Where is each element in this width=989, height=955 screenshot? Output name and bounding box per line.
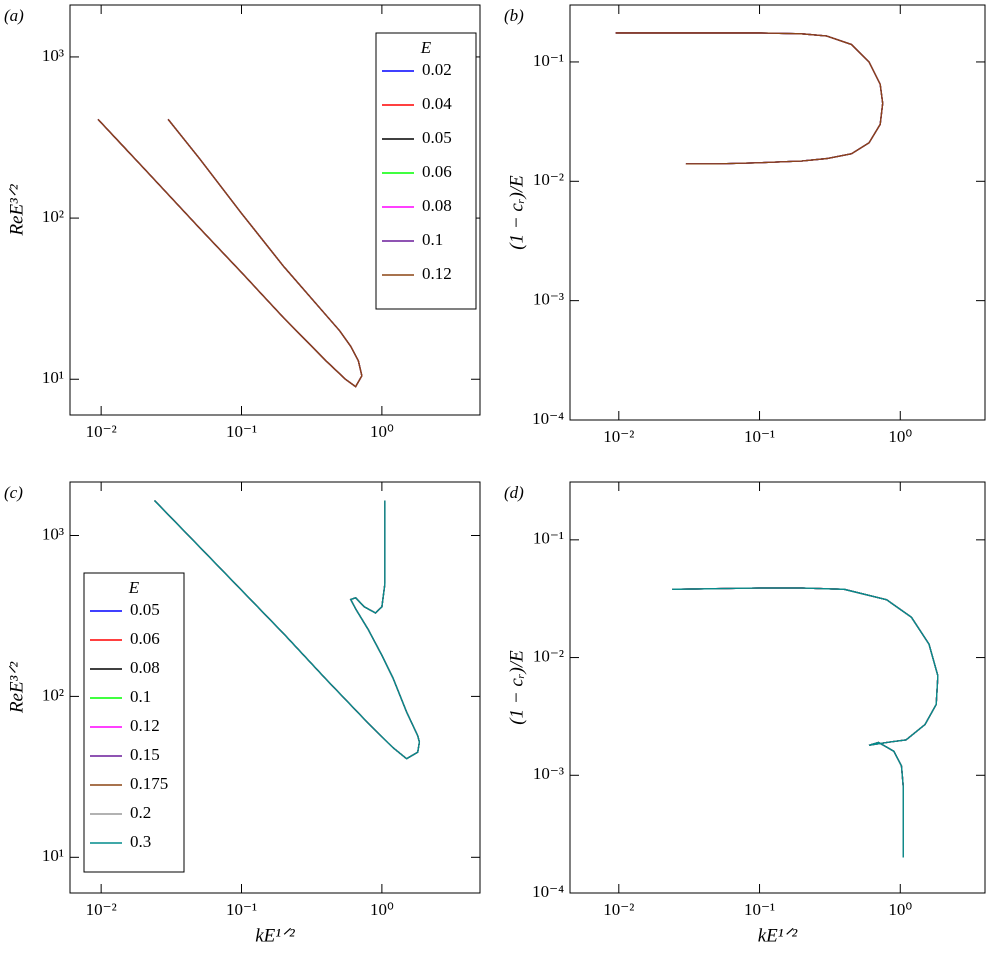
x-tick-label: 10⁻² xyxy=(86,900,117,919)
x-tick-label: 10⁻¹ xyxy=(226,900,257,919)
series-line xyxy=(154,500,421,760)
legend-label: 0.15 xyxy=(130,745,160,764)
y-tick-label: 10⁻¹ xyxy=(533,529,564,548)
y-tick-label: 10⁻² xyxy=(533,646,564,665)
legend-label: 0.05 xyxy=(422,128,452,147)
x-tick-label: 10⁰ xyxy=(888,427,912,446)
legend-label: 0.06 xyxy=(130,629,160,648)
series-line xyxy=(154,500,421,760)
legend-label: 0.2 xyxy=(130,803,151,822)
legend-label: 0.08 xyxy=(422,196,452,215)
panel-label: (d) xyxy=(504,483,524,502)
plot-frame xyxy=(69,481,481,894)
y-tick-label: 10⁻² xyxy=(533,170,564,189)
series-line xyxy=(97,118,363,388)
legend-label: 0.3 xyxy=(130,832,151,851)
series-line xyxy=(672,587,939,858)
series-line xyxy=(97,118,363,388)
series-line xyxy=(615,32,884,165)
series-line xyxy=(672,587,939,858)
series-line xyxy=(154,500,421,760)
x-tick-label: 10⁻² xyxy=(603,427,634,446)
series-line xyxy=(672,587,939,858)
x-axis-label: kE¹ᐟ² xyxy=(758,925,798,946)
x-tick-label: 10⁰ xyxy=(888,900,912,919)
y-tick-label: 10⁻⁴ xyxy=(532,409,564,428)
series-line xyxy=(672,587,939,858)
series-line xyxy=(615,32,884,165)
legend-label: 0.1 xyxy=(130,687,151,706)
y-tick-label: 10⁻⁴ xyxy=(532,882,564,901)
legend-label: 0.02 xyxy=(422,60,452,79)
x-tick-label: 10⁻¹ xyxy=(744,427,775,446)
series-line xyxy=(97,118,363,388)
series-line xyxy=(672,587,939,858)
series-line xyxy=(97,118,363,388)
legend-label: 0.175 xyxy=(130,774,168,793)
y-axis-label: (1 − cᵣ)/E xyxy=(506,650,527,725)
series-line xyxy=(615,32,884,165)
x-tick-label: 10⁰ xyxy=(370,422,394,441)
legend-box xyxy=(83,572,185,873)
series-line xyxy=(154,500,421,760)
legend-label: 0.05 xyxy=(130,600,160,619)
y-tick-label: 10¹ xyxy=(42,368,64,387)
legend-label: 0.12 xyxy=(130,716,160,735)
series-line xyxy=(154,500,421,760)
series-line xyxy=(615,32,884,165)
y-tick-label: 10³ xyxy=(42,46,64,65)
legend-label: 0.04 xyxy=(422,94,452,113)
panel-label: (a) xyxy=(4,6,24,25)
legend-label: 0.06 xyxy=(422,162,452,181)
series-line xyxy=(672,587,939,858)
y-axis-label: ReE³ᐟ² xyxy=(6,184,27,236)
panel-label: (c) xyxy=(4,483,23,502)
panel: 10⁻² 10⁻¹ 10⁰ 10¹ 10² 10³ (a) ReE³ᐟ² E 0.02 0.04 0.… xyxy=(4,4,481,441)
panel: 10⁻² 10⁻¹ 10⁰ 10¹ 10² 10³ (c) ReE³ᐟ² kE¹ᐟ² E 0.05 0… xyxy=(4,481,481,946)
legend-label: 0.12 xyxy=(422,264,452,283)
y-tick-label: 10⁻¹ xyxy=(533,51,564,70)
series-line xyxy=(154,500,421,760)
series-line xyxy=(672,587,939,858)
y-tick-label: 10² xyxy=(42,685,64,704)
series-line xyxy=(97,118,363,388)
plot-frame xyxy=(569,481,986,894)
legend-title: E xyxy=(420,38,432,57)
plot-frame xyxy=(69,4,481,416)
series-line xyxy=(672,587,939,858)
series-line xyxy=(97,118,363,388)
y-tick-label: 10³ xyxy=(42,524,64,543)
x-tick-label: 10⁰ xyxy=(370,900,394,919)
panel: 10⁻² 10⁻¹ 10⁰ 10⁻⁴ 10⁻³ 10⁻² 10⁻¹ (d) (1 − cᵣ)/E… xyxy=(504,481,986,946)
series-line xyxy=(97,118,363,388)
legend-label: 0.08 xyxy=(130,658,160,677)
x-axis-label: kE¹ᐟ² xyxy=(255,925,295,946)
y-tick-label: 10⁻³ xyxy=(533,764,564,783)
series-line xyxy=(615,32,884,165)
series-line xyxy=(154,500,421,760)
y-tick-label: 10² xyxy=(42,207,64,226)
series-line xyxy=(154,500,421,760)
y-tick-label: 10⁻³ xyxy=(533,290,564,309)
y-axis-label: ReE³ᐟ² xyxy=(6,662,27,714)
series-line xyxy=(672,587,939,858)
legend-title: E xyxy=(128,578,140,597)
x-tick-label: 10⁻¹ xyxy=(226,422,257,441)
x-tick-label: 10⁻² xyxy=(603,900,634,919)
legend-label: 0.1 xyxy=(422,230,443,249)
x-tick-label: 10⁻¹ xyxy=(744,900,775,919)
series-line xyxy=(615,32,884,165)
series-line xyxy=(154,500,421,760)
y-axis-label: (1 − cᵣ)/E xyxy=(506,175,527,250)
legend-box xyxy=(375,32,477,310)
series-line xyxy=(615,32,884,165)
y-tick-label: 10¹ xyxy=(42,846,64,865)
panel-label: (b) xyxy=(504,6,524,25)
plot-frame xyxy=(569,4,986,421)
x-tick-label: 10⁻² xyxy=(86,422,117,441)
panel: 10⁻² 10⁻¹ 10⁰ 10⁻⁴ 10⁻³ 10⁻² 10⁻¹ (b) (1 − cᵣ)/E xyxy=(504,4,986,446)
